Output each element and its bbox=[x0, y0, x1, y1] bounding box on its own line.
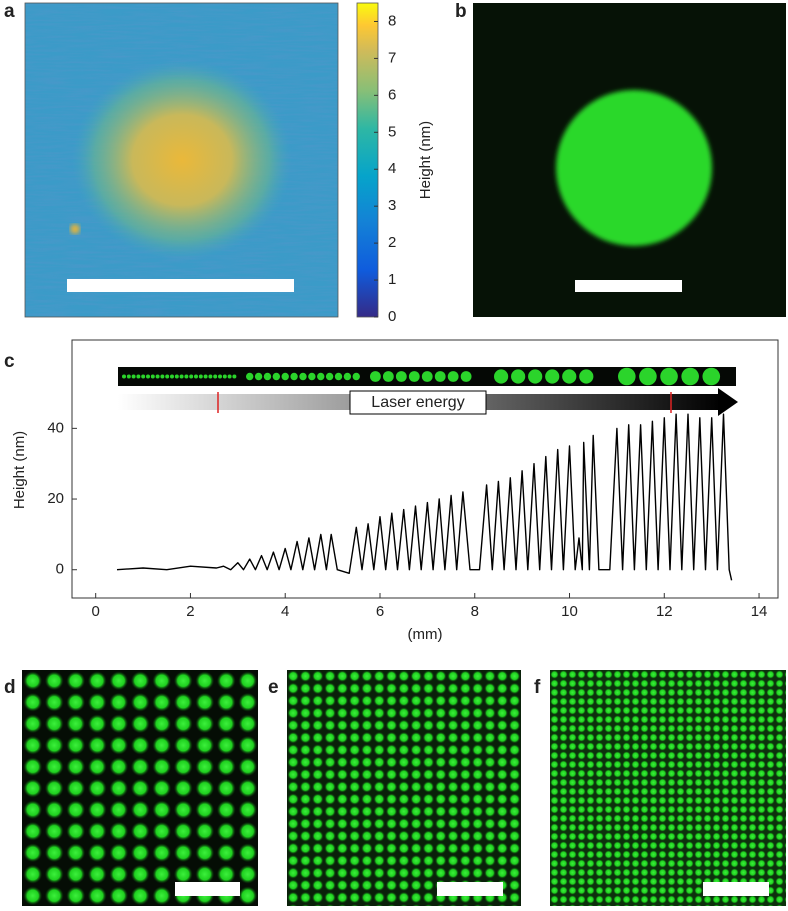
plot-frame bbox=[71, 339, 779, 599]
colorbar bbox=[356, 2, 379, 318]
x-tick-label: 0 bbox=[92, 603, 100, 620]
scale-bar bbox=[575, 280, 682, 292]
scale-bar bbox=[703, 882, 769, 896]
dot-array bbox=[287, 670, 521, 906]
panel-label: a bbox=[4, 1, 15, 22]
y-axis-label: Height (nm) bbox=[11, 431, 28, 509]
x-axis-label: (mm) bbox=[408, 626, 443, 643]
panel-label: c bbox=[4, 351, 15, 372]
x-tick-label: 10 bbox=[561, 603, 578, 620]
x-tick-label: 12 bbox=[656, 603, 673, 620]
height-trace bbox=[116, 413, 733, 581]
colorbar-label: Height (nm) bbox=[417, 121, 434, 199]
dot-array bbox=[550, 670, 786, 906]
colorbar-tick-label: 2 bbox=[388, 234, 396, 251]
colorbar-tick-label: 1 bbox=[388, 271, 396, 288]
panel-b bbox=[473, 3, 786, 317]
x-tick-label: 4 bbox=[281, 603, 289, 620]
x-tick-label: 8 bbox=[471, 603, 479, 620]
y-tick-label: 20 bbox=[47, 490, 64, 507]
panel-a: Height (nm) bbox=[24, 2, 434, 318]
scale-bar bbox=[67, 279, 294, 292]
y-tick-label: 40 bbox=[47, 419, 64, 436]
colorbar-tick-label: 7 bbox=[388, 49, 396, 66]
colorbar-tick-label: 3 bbox=[388, 197, 396, 214]
y-tick-label: 0 bbox=[56, 561, 64, 578]
panel-label: f bbox=[534, 677, 541, 698]
x-tick-label: 6 bbox=[376, 603, 384, 620]
colorbar-tick-label: 0 bbox=[388, 308, 396, 325]
colorbar-tick-label: 6 bbox=[388, 86, 396, 103]
panel-label: b bbox=[455, 1, 467, 22]
panel-label: e bbox=[268, 677, 279, 698]
x-tick-label: 2 bbox=[186, 603, 194, 620]
scale-bar bbox=[175, 882, 240, 896]
dot-array bbox=[22, 670, 258, 906]
colorbar-tick-label: 4 bbox=[388, 160, 396, 177]
scale-bar bbox=[437, 882, 503, 896]
colorbar-tick-label: 5 bbox=[388, 123, 396, 140]
x-tick-label: 14 bbox=[751, 603, 768, 620]
colorbar-tick-label: 8 bbox=[388, 12, 396, 29]
panel-label: d bbox=[4, 677, 16, 698]
annotation: Laser energy bbox=[371, 394, 464, 411]
